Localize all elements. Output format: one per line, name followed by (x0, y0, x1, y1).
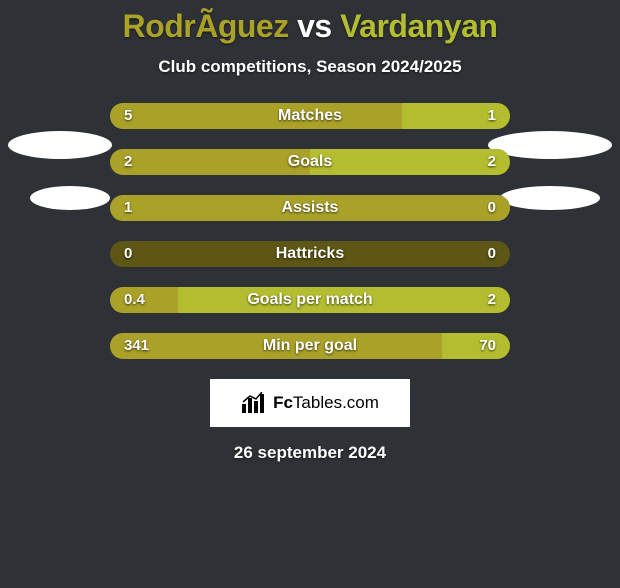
title-vs: vs (289, 8, 340, 44)
stat-row-goals-per-match: 0.42Goals per match (110, 287, 510, 313)
stat-label: Hattricks (110, 241, 510, 267)
date: 26 september 2024 (0, 443, 620, 463)
fctables-logo: FcTables.com (210, 379, 410, 427)
team-oval-2 (30, 186, 110, 210)
stat-label: Goals (110, 149, 510, 175)
title-player2: Vardanyan (340, 8, 497, 44)
team-oval-3 (500, 186, 600, 210)
stat-row-hattricks: 00Hattricks (110, 241, 510, 267)
logo-chart-icon (241, 392, 267, 414)
stat-row-assists: 10Assists (110, 195, 510, 221)
stat-label: Goals per match (110, 287, 510, 313)
stat-label: Min per goal (110, 333, 510, 359)
stats-bars: 51Matches 22Goals 10Assists 00Hattricks 0.42… (110, 103, 510, 359)
stat-row-min-per-goal: 34170Min per goal (110, 333, 510, 359)
subtitle: Club competitions, Season 2024/2025 (0, 57, 620, 77)
stat-row-matches: 51Matches (110, 103, 510, 129)
title-player1: RodrÃ­guez (123, 8, 289, 44)
stat-label: Assists (110, 195, 510, 221)
stat-label: Matches (110, 103, 510, 129)
page-title: RodrÃ­guez vs Vardanyan (0, 8, 620, 45)
team-oval-0 (8, 131, 112, 159)
stat-row-goals: 22Goals (110, 149, 510, 175)
logo-text: FcTables.com (273, 393, 379, 413)
